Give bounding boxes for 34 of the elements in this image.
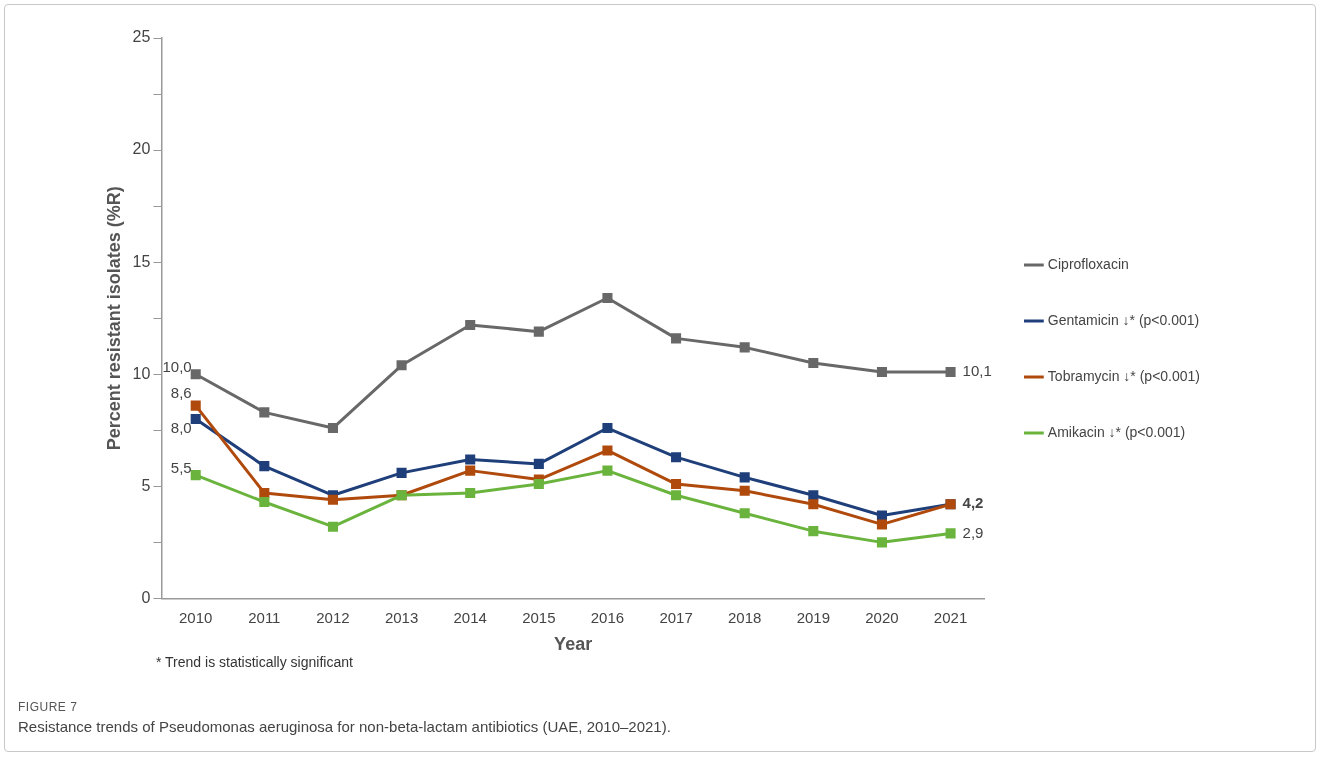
data-label: 10,1 (962, 362, 992, 380)
data-label: 2,9 (962, 523, 984, 541)
x-tick-label: 2014 (453, 608, 487, 626)
x-tick-label: 2010 (179, 608, 213, 626)
y-tick-label: 0 (141, 588, 151, 606)
data-label: 10,0 (162, 358, 192, 376)
x-tick-label: 2018 (728, 608, 762, 626)
y-tick-label: 15 (132, 252, 151, 270)
legend-label: Gentamicin ↓* (p<0.001) (1047, 311, 1200, 328)
y-axis-title: Percent resistant isolates (%R) (103, 186, 124, 451)
caption: FIGURE 7 (18, 700, 78, 714)
x-tick-label: 2020 (865, 608, 899, 626)
x-tick-label: 2012 (316, 608, 350, 626)
x-tick-label: 2011 (248, 608, 281, 626)
legend-label: Tobramycin ↓* (p<0.001) (1047, 367, 1201, 384)
data-label: 8,6 (170, 383, 192, 401)
text: * Trend is statistically significant (156, 654, 353, 670)
y-tick-label: 25 (132, 28, 151, 46)
data-label: 4,2 (962, 494, 984, 512)
y-tick-label: 20 (132, 140, 151, 158)
data-label: 8,0 (170, 419, 192, 437)
x-tick-label: 2019 (796, 608, 830, 626)
y-tick-label: 10 (132, 364, 151, 382)
x-tick-label: 2017 (659, 608, 693, 626)
text: Resistance trends of Pseudomonas aeruginosa for non-beta-lactam antibiotics (UAE, 2010–2021). (18, 718, 671, 735)
x-tick-label: 2015 (522, 608, 556, 626)
legend-label: Ciprofloxacin (1047, 255, 1129, 272)
data-label: 5,5 (170, 459, 192, 477)
y-tick-label: 5 (141, 476, 151, 494)
x-tick-label: 2016 (590, 608, 625, 626)
legend-label: Amikacin ↓* (p<0.001) (1047, 423, 1186, 440)
x-tick-label: 2013 (384, 608, 419, 626)
x-tick-label: 2021 (933, 608, 968, 626)
x-axis-title: Year (554, 634, 593, 655)
